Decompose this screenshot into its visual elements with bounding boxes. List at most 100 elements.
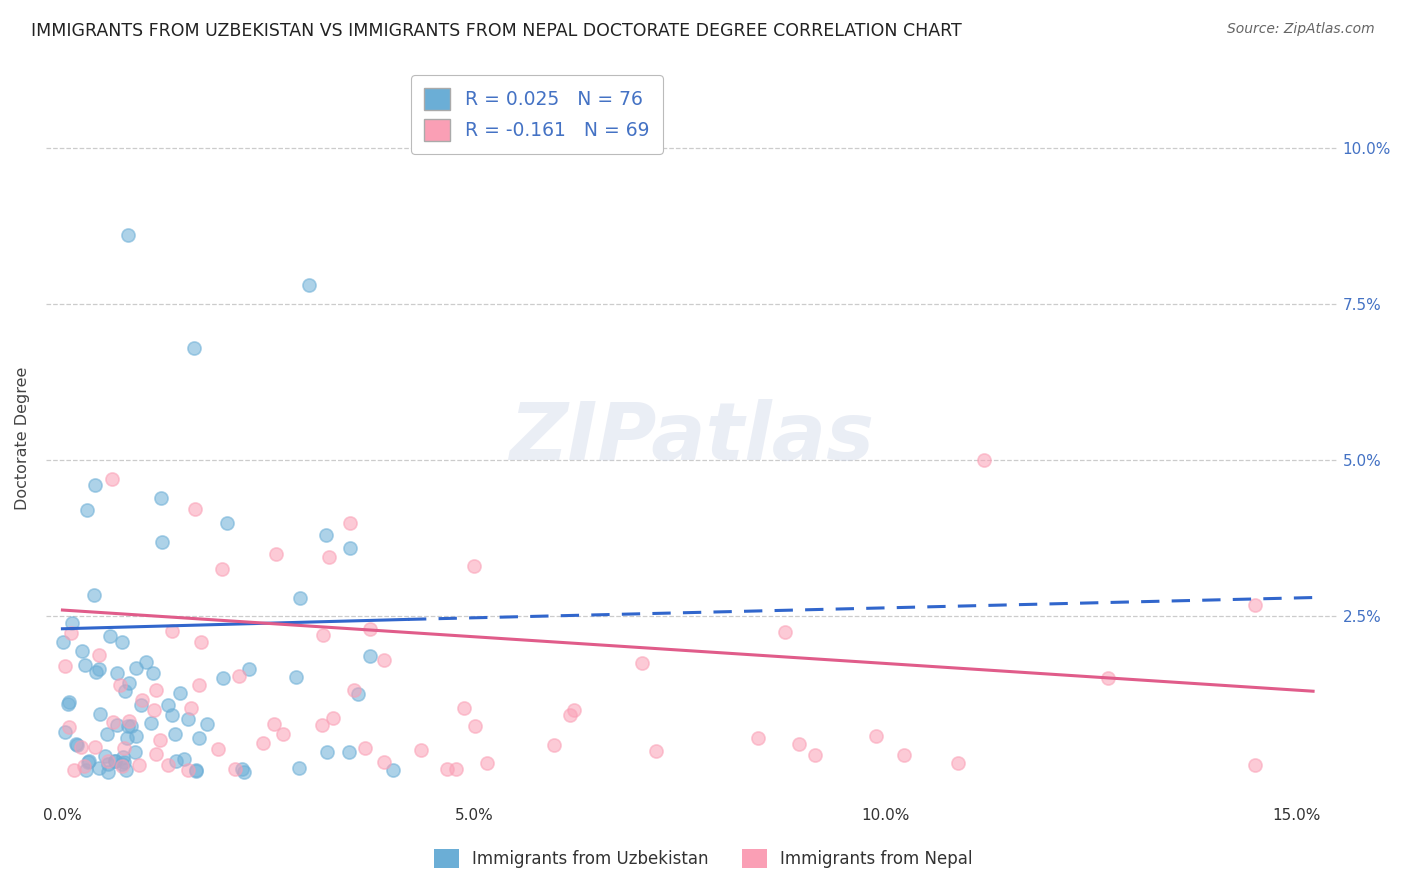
Point [104, 754, 127, 768]
Point [263, 716, 285, 731]
Point [311, 718, 333, 732]
Point [558, 708, 581, 723]
Point [373, 755, 395, 769]
Point [135, 655, 157, 669]
Point [318, 549, 340, 564]
Point [252, 736, 274, 750]
Point [96, 726, 118, 740]
Point [145, 683, 167, 698]
Point [118, 714, 141, 728]
Point [195, 716, 218, 731]
Point [339, 516, 361, 530]
Point [382, 763, 405, 777]
Point [444, 762, 467, 776]
Point [215, 516, 238, 530]
Point [131, 693, 153, 707]
Point [190, 634, 212, 648]
Point [117, 228, 139, 243]
Point [773, 625, 796, 640]
Point [173, 752, 195, 766]
Point [233, 764, 256, 779]
Point [343, 683, 366, 698]
Point [84, 739, 107, 754]
Point [180, 700, 202, 714]
Point [108, 678, 131, 692]
Point [271, 727, 294, 741]
Point [84, 665, 107, 679]
Point [1244, 758, 1267, 772]
Point [288, 591, 311, 605]
Point [120, 719, 142, 733]
Point [339, 541, 361, 555]
Point [53, 725, 76, 739]
Point [169, 686, 191, 700]
Point [111, 759, 134, 773]
Point [1244, 599, 1267, 613]
Point [373, 653, 395, 667]
Point [207, 742, 229, 756]
Point [60, 615, 83, 630]
Point [315, 745, 337, 759]
Point [285, 670, 308, 684]
Point [112, 756, 135, 770]
Text: ZIPatlas: ZIPatlas [509, 400, 875, 477]
Point [56, 697, 79, 711]
Point [163, 727, 186, 741]
Point [125, 729, 148, 743]
Point [211, 562, 233, 576]
Point [112, 749, 135, 764]
Point [183, 341, 205, 355]
Point [101, 714, 124, 729]
Point [89, 648, 111, 663]
Point [865, 729, 887, 743]
Point [94, 749, 117, 764]
Point [453, 701, 475, 715]
Point [184, 502, 207, 516]
Legend: R = 0.025   N = 76, R = -0.161   N = 69: R = 0.025 N = 76, R = -0.161 N = 69 [411, 75, 662, 154]
Point [298, 278, 321, 293]
Point [65, 738, 87, 752]
Point [157, 758, 180, 772]
Point [630, 656, 652, 670]
Point [112, 740, 135, 755]
Point [75, 763, 97, 777]
Point [87, 761, 110, 775]
Point [142, 665, 165, 680]
Point [359, 622, 381, 636]
Point [76, 503, 98, 517]
Point [84, 478, 107, 492]
Point [436, 762, 458, 776]
Point [803, 748, 825, 763]
Point [63, 763, 86, 777]
Point [973, 453, 995, 467]
Point [184, 764, 207, 778]
Point [114, 763, 136, 777]
Point [118, 676, 141, 690]
Text: IMMIGRANTS FROM UZBEKISTAN VS IMMIGRANTS FROM NEPAL DOCTORATE DEGREE CORRELATION: IMMIGRANTS FROM UZBEKISTAN VS IMMIGRANTS… [31, 22, 962, 40]
Point [315, 528, 337, 542]
Point [177, 763, 200, 777]
Point [150, 491, 173, 505]
Point [89, 706, 111, 721]
Point [160, 708, 183, 723]
Point [212, 671, 235, 685]
Point [104, 754, 127, 768]
Point [55, 659, 77, 673]
Point [312, 628, 335, 642]
Point [117, 719, 139, 733]
Point [87, 662, 110, 676]
Text: Source: ZipAtlas.com: Source: ZipAtlas.com [1227, 22, 1375, 37]
Point [73, 657, 96, 672]
Point [747, 731, 769, 746]
Point [60, 626, 83, 640]
Point [129, 698, 152, 713]
Point [77, 754, 100, 768]
Point [224, 762, 246, 776]
Point [231, 762, 253, 776]
Point [142, 704, 165, 718]
Point [347, 686, 370, 700]
Legend: Immigrants from Uzbekistan, Immigrants from Nepal: Immigrants from Uzbekistan, Immigrants f… [427, 843, 979, 875]
Point [58, 721, 80, 735]
Point [337, 745, 360, 759]
Point [354, 740, 377, 755]
